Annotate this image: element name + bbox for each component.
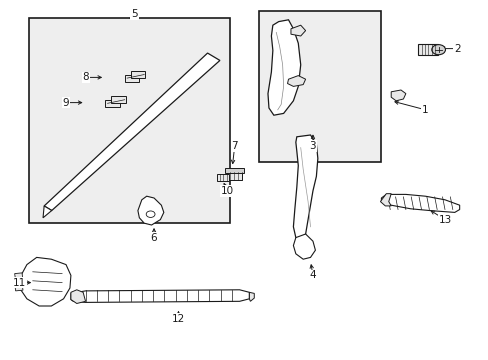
Text: 11: 11 [13, 278, 26, 288]
Bar [227, 172, 242, 180]
Circle shape [146, 211, 155, 217]
Text: 13: 13 [437, 215, 451, 225]
Bar [259, 11, 381, 162]
Text: 1: 1 [421, 105, 428, 115]
Polygon shape [287, 76, 305, 86]
Text: 10: 10 [221, 186, 233, 196]
Bar [417, 44, 437, 55]
Polygon shape [138, 196, 163, 225]
Text: 12: 12 [171, 314, 185, 324]
Bar [111, 96, 125, 103]
Bar [224, 168, 244, 173]
Bar [124, 75, 139, 82]
Polygon shape [15, 273, 23, 281]
Text: 8: 8 [82, 72, 89, 82]
Polygon shape [20, 257, 71, 306]
Text: 2: 2 [453, 44, 460, 54]
Polygon shape [43, 206, 52, 218]
Text: 4: 4 [309, 270, 316, 280]
Polygon shape [44, 53, 220, 211]
Text: 9: 9 [62, 98, 69, 108]
Polygon shape [71, 290, 249, 302]
Bar [216, 174, 229, 181]
Text: 7: 7 [231, 141, 238, 151]
Text: 3: 3 [309, 141, 316, 151]
Text: 6: 6 [150, 233, 157, 243]
Polygon shape [71, 290, 85, 303]
Bar [130, 71, 145, 78]
Polygon shape [15, 283, 23, 291]
Polygon shape [381, 194, 459, 212]
Bar [29, 18, 229, 223]
Polygon shape [290, 25, 305, 36]
Polygon shape [390, 90, 405, 101]
Polygon shape [249, 292, 254, 301]
Polygon shape [293, 234, 315, 259]
Bar [105, 100, 120, 107]
Polygon shape [380, 194, 390, 206]
Polygon shape [267, 20, 300, 115]
Polygon shape [293, 135, 317, 241]
Text: 5: 5 [131, 9, 138, 19]
Circle shape [431, 45, 445, 55]
